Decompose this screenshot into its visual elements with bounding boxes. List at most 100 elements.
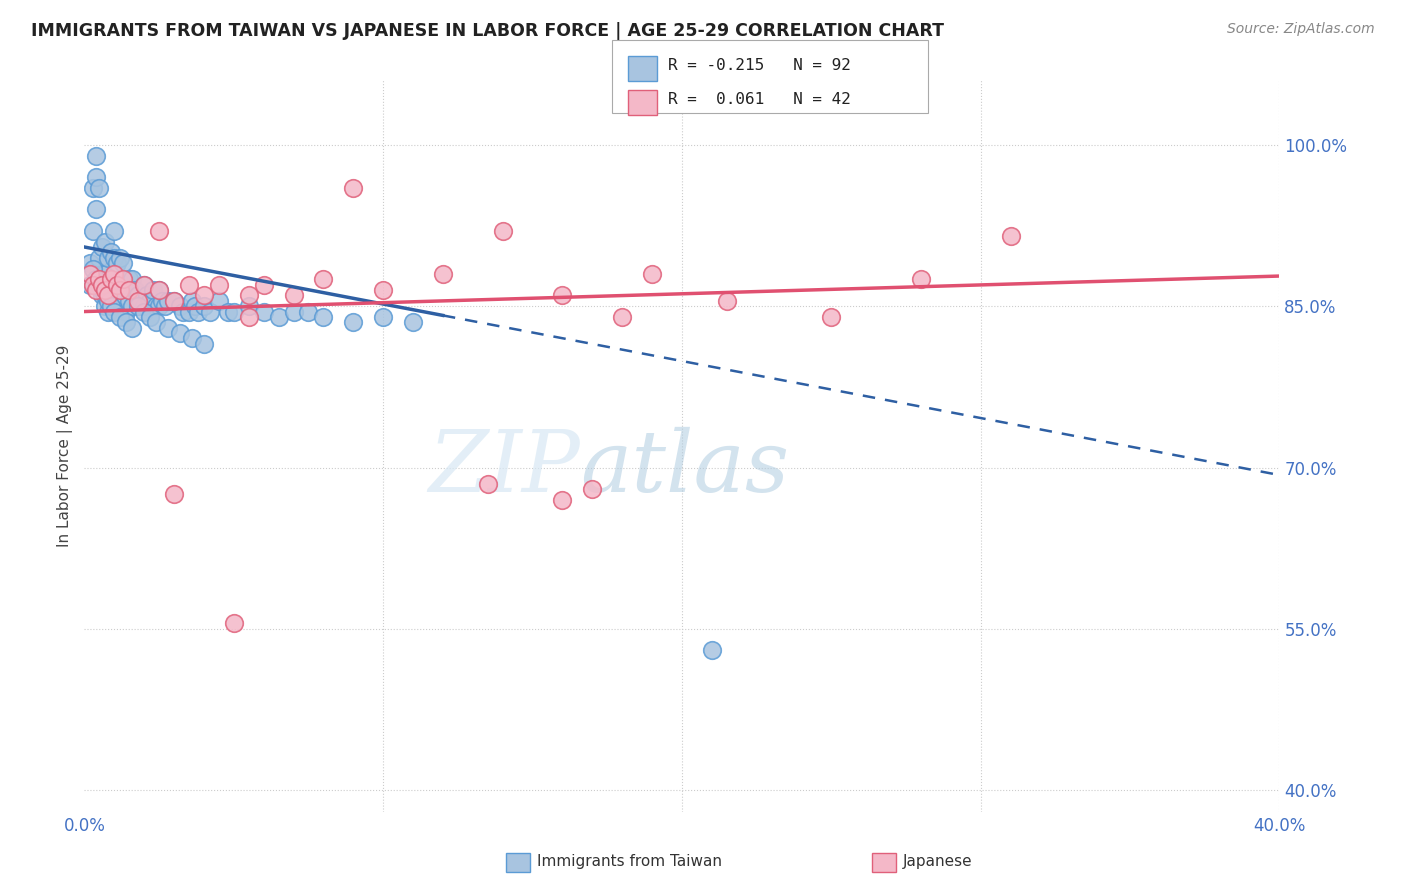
Point [253,277,276,292]
Point [820,310,842,324]
Point [150,293,173,308]
Point [193,336,215,351]
Point [124,283,146,297]
Point [91,283,114,297]
Point [148,283,170,297]
Point [148,224,170,238]
Point [100,299,122,313]
Point [222,616,245,631]
Point [86,272,108,286]
Point [193,299,215,313]
Point [105,277,128,292]
Point [145,299,167,313]
Point [91,288,114,302]
Point [157,293,180,308]
Point [110,310,132,324]
Text: Immigrants from Taiwan: Immigrants from Taiwan [537,855,723,869]
Point [129,293,152,308]
Point [97,277,120,292]
Point [142,283,165,297]
Point [163,293,186,308]
Point [145,315,167,329]
Point [100,277,122,292]
Point [97,251,120,265]
Point [97,293,120,308]
Point [94,299,117,313]
Point [238,288,260,302]
Point [132,299,156,313]
Point [94,267,117,281]
Point [86,202,108,217]
Point [1000,229,1022,244]
Point [253,304,276,318]
Point [89,251,111,265]
Point [169,299,191,313]
Point [373,283,395,297]
Text: IMMIGRANTS FROM TAIWAN VS JAPANESE IN LABOR FORCE | AGE 25-29 CORRELATION CHART: IMMIGRANTS FROM TAIWAN VS JAPANESE IN LA… [31,22,943,40]
Point [86,170,108,185]
Point [79,267,101,281]
Point [89,277,111,292]
Point [91,240,114,254]
Point [127,288,149,302]
Point [312,272,335,286]
Point [115,304,138,318]
Point [283,288,305,302]
Point [100,272,122,286]
Point [112,256,135,270]
Point [94,283,117,297]
Text: atlas: atlas [581,426,789,509]
Point [97,288,120,302]
Point [477,476,499,491]
Point [86,283,108,297]
Point [103,283,125,297]
Point [100,245,122,260]
Point [432,267,454,281]
Point [132,277,156,292]
Point [139,310,162,324]
Point [181,293,204,308]
Point [551,492,574,507]
Point [148,299,170,313]
Point [91,267,114,281]
Point [136,288,159,302]
Point [94,235,117,249]
Point [193,288,215,302]
Point [208,277,231,292]
Point [373,310,395,324]
Point [82,181,104,195]
Point [112,272,135,286]
Point [110,277,132,292]
Point [163,487,186,501]
Point [238,310,260,324]
Point [121,320,143,334]
Point [177,277,200,292]
Point [342,181,364,195]
Point [118,272,141,286]
Point [82,277,104,292]
Point [581,482,603,496]
Point [89,272,111,286]
Text: R = -0.215   N = 92: R = -0.215 N = 92 [668,58,851,73]
Point [103,304,125,318]
Point [110,251,132,265]
Point [297,304,319,318]
Point [79,256,101,270]
Point [198,304,221,318]
Point [910,272,932,286]
Point [157,320,180,334]
Point [115,315,138,329]
Point [127,299,149,313]
Point [115,277,138,292]
Point [267,310,290,324]
Point [110,283,132,297]
Point [153,299,176,313]
Point [89,277,111,292]
Point [103,224,125,238]
Point [105,277,128,292]
Point [208,293,231,308]
Text: Source: ZipAtlas.com: Source: ZipAtlas.com [1227,22,1375,37]
Point [612,310,634,324]
Point [105,256,128,270]
Point [222,304,245,318]
